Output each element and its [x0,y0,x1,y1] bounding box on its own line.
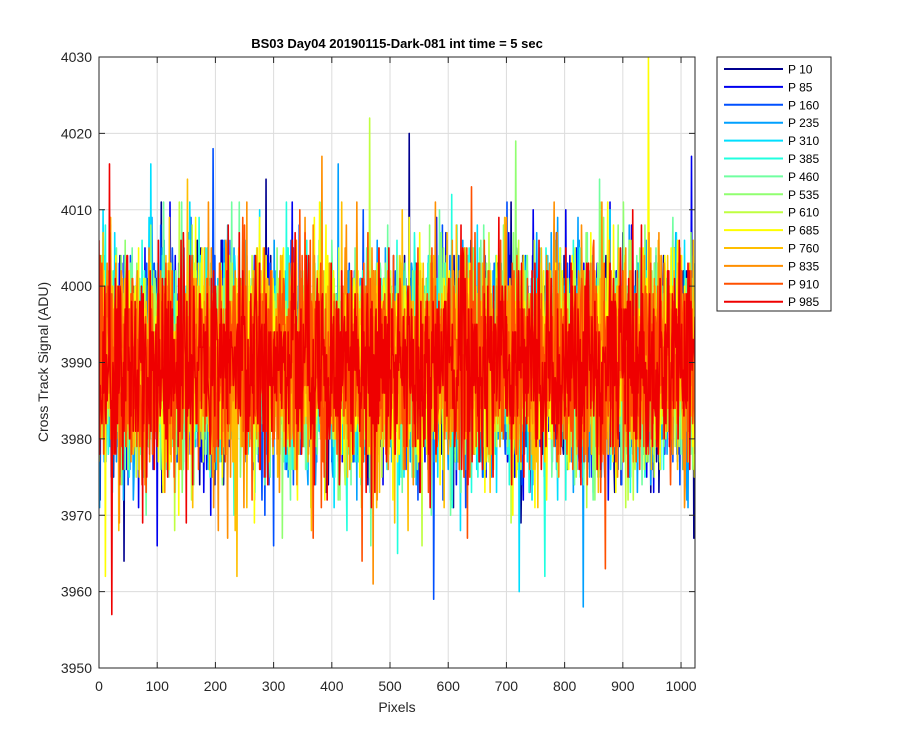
x-tick-label: 700 [495,678,519,694]
x-tick-label: 400 [320,678,344,694]
y-tick-label: 4030 [61,49,92,65]
chart-title: BS03 Day04 20190115-Dark-081 int time = … [251,36,543,51]
x-tick-label: 0 [95,678,103,694]
x-tick-label: 300 [262,678,286,694]
legend-label: P 160 [788,98,819,112]
legend-label: P 985 [788,295,819,309]
legend: P 10 P 85 P 160 P 235 P 310 P 385 P 460 P 535 P … [716,56,832,312]
legend-label: P 535 [788,188,819,202]
legend-label: P 460 [788,170,819,184]
legend-label: P 310 [788,134,819,148]
y-tick-label: 3970 [61,507,92,523]
legend-label: P 10 [788,63,813,77]
legend-box [716,56,832,312]
x-tick-label: 900 [611,678,635,694]
x-tick-label: 200 [204,678,228,694]
y-tick-label: 3980 [61,431,92,447]
x-tick-label: 600 [437,678,461,694]
legend-label: P 760 [788,242,819,256]
legend-label: P 685 [788,224,819,238]
x-tick-label: 500 [378,678,402,694]
y-tick-label: 4010 [61,202,92,218]
legend-label: P 910 [788,277,819,291]
axis-ticks: 0 100 200 300 400 500 600 700 800 900 1000 3950 3960… [61,49,697,694]
legend-label: P 235 [788,116,819,130]
y-tick-label: 4020 [61,125,92,141]
x-axis-label: Pixels [378,699,415,715]
legend-entries: P 10 P 85 P 160 P 235 P 310 P 385 P 460 P 535 P … [724,63,819,309]
y-tick-label: 3990 [61,355,92,371]
x-tick-label: 1000 [665,678,696,694]
legend-label: P 610 [788,206,819,220]
x-tick-label: 800 [553,678,577,694]
y-tick-label: 4000 [61,278,92,294]
series-line-p-985 [99,163,695,616]
y-tick-label: 3950 [61,660,92,676]
series-lines [99,57,695,616]
y-axis-label: Cross Track Signal (ADU) [35,282,51,442]
x-tick-label: 100 [146,678,170,694]
legend-label: P 85 [788,80,813,94]
legend-label: P 385 [788,152,819,166]
legend-label: P 835 [788,259,819,273]
y-tick-label: 3960 [61,584,92,600]
